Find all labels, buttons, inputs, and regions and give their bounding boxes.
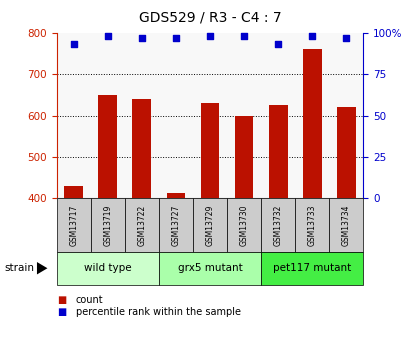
Point <box>275 42 281 47</box>
Bar <box>227 198 261 252</box>
Bar <box>235 116 253 198</box>
Point <box>139 35 145 40</box>
Text: GSM13730: GSM13730 <box>239 204 249 246</box>
Bar <box>193 198 227 252</box>
Text: wild type: wild type <box>84 263 131 273</box>
Text: strain: strain <box>4 263 34 273</box>
Point <box>105 33 111 39</box>
Text: ■: ■ <box>57 307 66 317</box>
Text: GSM13732: GSM13732 <box>274 205 283 246</box>
Text: GSM13722: GSM13722 <box>137 205 146 246</box>
Text: GSM13727: GSM13727 <box>171 205 181 246</box>
Bar <box>329 198 363 252</box>
Bar <box>167 194 185 198</box>
Text: pet117 mutant: pet117 mutant <box>273 263 351 273</box>
Bar <box>159 252 261 285</box>
Point <box>241 33 247 39</box>
Bar <box>337 107 356 198</box>
Text: GSM13729: GSM13729 <box>205 205 215 246</box>
Text: GSM13733: GSM13733 <box>308 204 317 246</box>
Text: GSM13719: GSM13719 <box>103 205 112 246</box>
Bar <box>261 198 295 252</box>
Bar <box>57 252 159 285</box>
Point <box>343 35 349 40</box>
Bar <box>303 49 322 198</box>
Point <box>173 35 179 40</box>
Text: grx5 mutant: grx5 mutant <box>178 263 242 273</box>
Bar <box>125 198 159 252</box>
Bar <box>98 95 117 198</box>
Text: count: count <box>76 295 103 305</box>
Bar <box>57 198 91 252</box>
Polygon shape <box>37 262 47 275</box>
Bar <box>295 198 329 252</box>
Bar <box>91 198 125 252</box>
Bar <box>64 186 83 198</box>
Bar <box>132 99 151 198</box>
Bar <box>159 198 193 252</box>
Text: ■: ■ <box>57 295 66 305</box>
Text: GSM13734: GSM13734 <box>342 204 351 246</box>
Bar <box>261 252 363 285</box>
Bar <box>269 105 288 198</box>
Point <box>71 42 77 47</box>
Text: GSM13717: GSM13717 <box>69 205 78 246</box>
Text: percentile rank within the sample: percentile rank within the sample <box>76 307 241 317</box>
Point <box>309 33 315 39</box>
Text: GDS529 / R3 - C4 : 7: GDS529 / R3 - C4 : 7 <box>139 10 281 24</box>
Point <box>207 33 213 39</box>
Bar <box>201 103 219 198</box>
